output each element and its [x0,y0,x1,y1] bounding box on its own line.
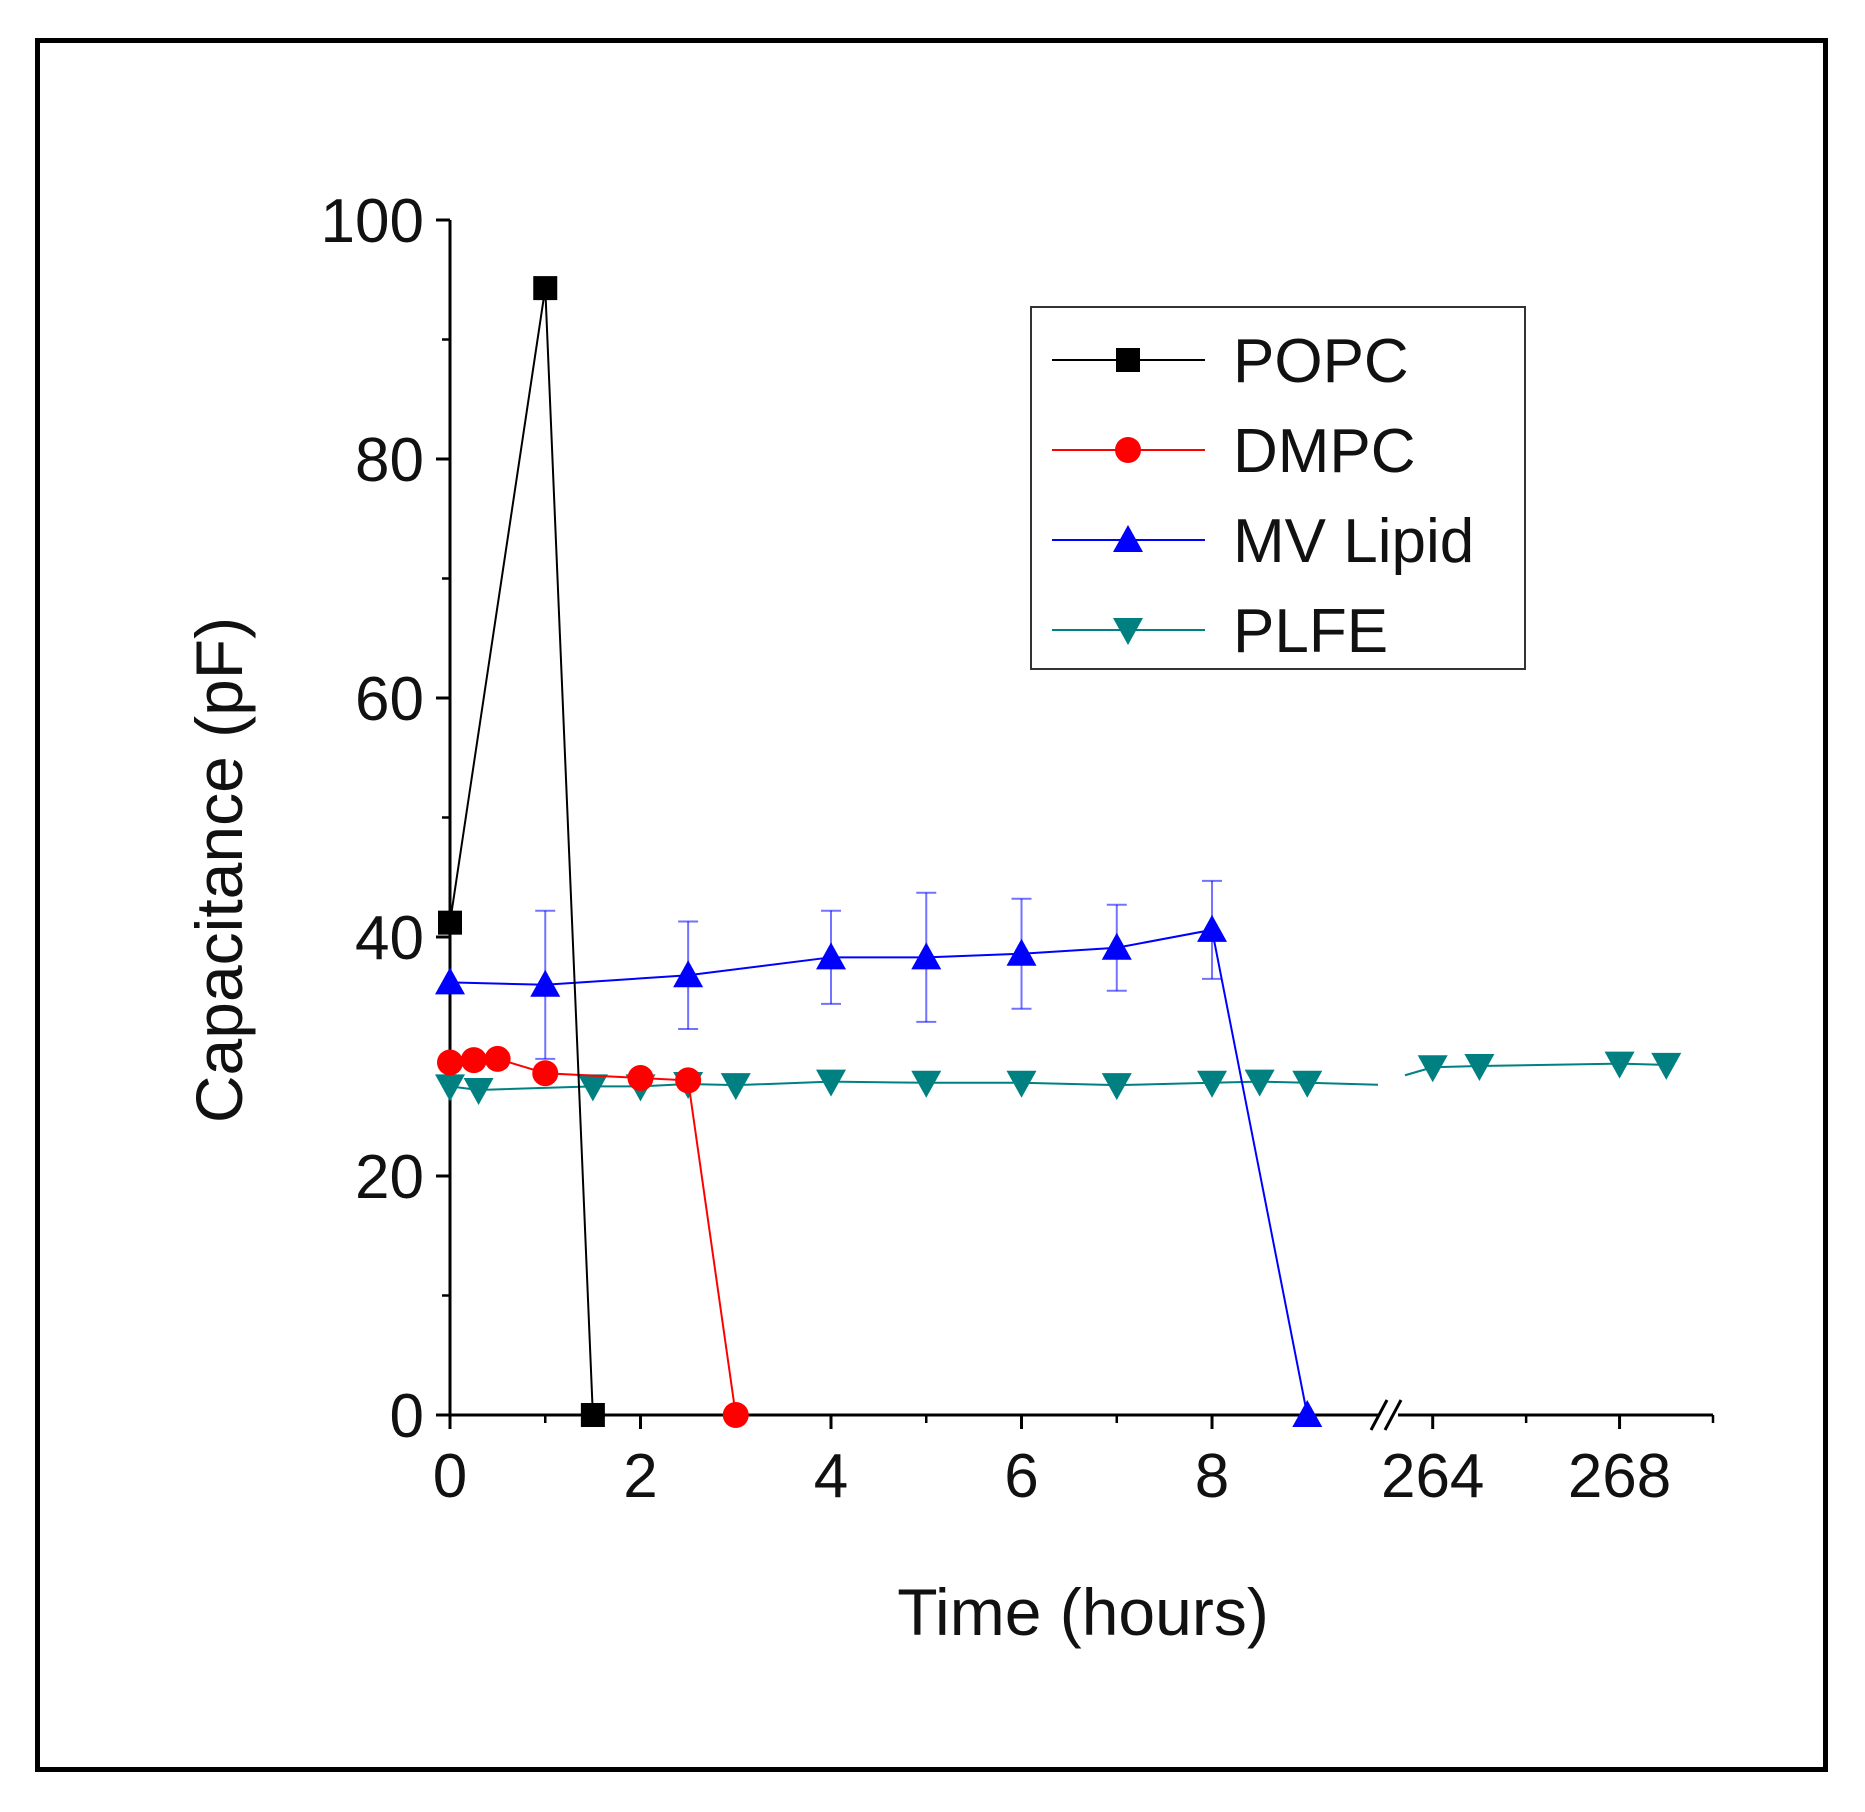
legend-swatch-marker [1113,525,1143,552]
series-line-popc [449,287,594,1416]
x-tick-label: 264 [1381,1442,1484,1511]
series-line-plfe [1432,1062,1667,1069]
data-point-plfe [1464,1054,1495,1082]
data-point-dmpc [532,1060,559,1087]
y-tick-label: 0 [390,1382,424,1451]
y-tick-label: 100 [321,187,424,256]
data-point-dmpc [675,1067,702,1094]
series-line-mv-lipid [449,928,1309,1416]
x-axis-label: Time (hours) [897,1575,1269,1649]
data-point-mv-lipid [673,960,704,988]
y-tick-label: 20 [355,1143,424,1212]
series-popc [438,276,605,1427]
data-point-plfe [577,1074,608,1102]
data-point-dmpc [722,1402,749,1428]
legend-label: POPC [1233,327,1409,396]
series-line-dmpc [449,1057,737,1416]
data-point-plfe [1651,1052,1682,1080]
figure-frame [35,38,1828,1772]
data-point-plfe [816,1069,847,1097]
x-tick-label: 0 [433,1442,467,1511]
data-point-plfe [1101,1073,1132,1101]
data-point-plfe [1417,1055,1448,1083]
y-tick-label: 40 [355,904,424,973]
legend-swatch-marker [1115,437,1141,463]
legend-swatch-marker [1113,618,1143,645]
legend-entry-popc: POPC [1052,327,1409,396]
data-point-mv-lipid [911,942,942,970]
legend-entry-mv-lipid: MV Lipid [1052,507,1474,576]
data-point-plfe [1604,1051,1635,1079]
data-point-mv-lipid [1292,1400,1323,1427]
series-plfe [435,1051,1682,1105]
legend-swatch-marker [1116,348,1140,372]
axes: 0 20 40 60 80 100 0 2 4 6 8 264 268 [321,187,1715,1511]
data-point-mv-lipid [1101,932,1132,960]
data-point-dmpc [437,1049,463,1076]
axis-break-mark [1383,1399,1403,1431]
x-tick-label: 268 [1568,1442,1671,1511]
x-tick-label: 2 [623,1442,657,1511]
data-point-mv-lipid [530,969,561,997]
data-point-popc [533,276,558,301]
series-dmpc [437,1045,749,1428]
data-point-plfe [435,1074,465,1102]
x-tick-label: 8 [1195,1442,1229,1511]
legend-label: DMPC [1233,417,1416,486]
data-point-dmpc [484,1045,511,1072]
legend: POPC DMPC MV Lipid PLFE [1030,306,1526,670]
data-point-plfe [1292,1070,1323,1098]
data-point-plfe [1197,1070,1228,1098]
data-point-plfe [1006,1070,1037,1098]
data-point-plfe [463,1077,494,1105]
data-point-mv-lipid [1197,914,1228,942]
data-point-popc [438,910,462,935]
axis-break-mark [1369,1399,1389,1431]
data-point-popc [580,1403,605,1427]
x-tick-label: 4 [814,1442,848,1511]
legend-entry-dmpc: DMPC [1052,417,1416,486]
y-axis-label: Capacitance (pF) [182,617,256,1123]
series-line-plfe [1307,1081,1379,1086]
legend-entry-plfe: PLFE [1052,597,1388,666]
data-point-mv-lipid [435,967,465,995]
series-mv-lipid [435,879,1323,1427]
legend-label: PLFE [1233,597,1388,666]
data-point-plfe [720,1073,751,1101]
data-point-plfe [1244,1069,1275,1097]
legend-box [1030,306,1526,670]
data-point-dmpc [627,1065,654,1092]
y-tick-label: 80 [355,426,424,495]
y-tick-label: 60 [355,665,424,734]
legend-label: MV Lipid [1233,507,1474,576]
series-layer [435,276,1682,1428]
x-tick-label: 6 [1004,1442,1038,1511]
data-point-dmpc [460,1047,487,1074]
data-point-mv-lipid [816,942,847,970]
data-point-mv-lipid [1006,938,1037,966]
data-point-plfe [911,1070,942,1098]
